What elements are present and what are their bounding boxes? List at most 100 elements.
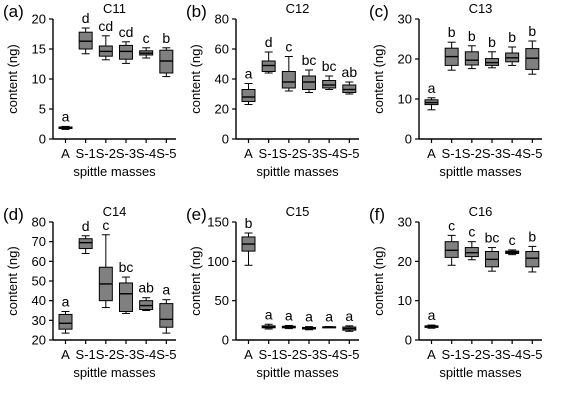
significance-letter: c — [509, 232, 516, 248]
x-tick-label: S-3 — [116, 146, 136, 161]
x-tick-label: S-2 — [96, 347, 116, 362]
significance-letter: a — [162, 282, 170, 298]
y-tick-label: 10 — [398, 293, 412, 308]
x-tick-label: S-4 — [319, 347, 339, 362]
panel-title: C12 — [286, 1, 310, 16]
significance-letter: b — [508, 29, 516, 45]
x-axis-title: spittle masses — [73, 164, 156, 179]
significance-letter: c — [143, 30, 150, 46]
y-axis-title: content (ng) — [371, 246, 386, 315]
panel-title: C15 — [286, 204, 310, 219]
x-tick-label: S-4 — [502, 347, 522, 362]
x-axis-title: spittle masses — [256, 365, 339, 380]
y-tick-label: 30 — [398, 215, 412, 230]
box — [159, 303, 174, 328]
y-axis-title: content (ng) — [5, 246, 20, 315]
y-tick-label: 20 — [398, 52, 412, 67]
box — [78, 238, 93, 250]
significance-letter: c — [448, 217, 455, 233]
x-tick-label: S-4 — [319, 146, 339, 161]
x-tick-label: S-1 — [76, 347, 96, 362]
significance-letter: a — [265, 306, 273, 322]
panel-label: (c) — [369, 2, 389, 21]
significance-letter: b — [468, 28, 476, 44]
x-tick-label: S-1 — [259, 347, 279, 362]
y-tick-label: 60 — [32, 254, 46, 269]
y-tick-label: 40 — [32, 293, 46, 308]
significance-letter: a — [62, 293, 70, 309]
significance-letter: a — [245, 66, 253, 82]
y-tick-label: 100 — [207, 254, 229, 269]
y-tick-label: 20 — [32, 333, 46, 348]
significance-letter: a — [285, 307, 293, 323]
x-tick-label: A — [244, 146, 253, 161]
box — [525, 48, 540, 70]
y-axis-title: content (ng) — [188, 246, 203, 315]
y-tick-label: 0 — [222, 132, 229, 147]
x-tick-label: S-2 — [96, 146, 116, 161]
significance-letter: b — [528, 23, 536, 39]
x-tick-label: S-1 — [442, 146, 462, 161]
box — [525, 251, 540, 268]
x-axis-title: spittle masses — [73, 365, 156, 380]
significance-letter: ab — [138, 280, 154, 296]
y-tick-label: 50 — [32, 274, 46, 289]
significance-letter: d — [82, 218, 90, 234]
x-tick-label: S-2 — [279, 146, 299, 161]
x-tick-label: S-3 — [482, 146, 502, 161]
x-tick-label: S-3 — [482, 347, 502, 362]
significance-letter: b — [245, 215, 253, 231]
x-tick-label: S-2 — [462, 146, 482, 161]
x-tick-label: S-1 — [76, 146, 96, 161]
box — [118, 282, 133, 312]
significance-letter: c — [102, 217, 109, 233]
x-axis-title: spittle masses — [256, 164, 339, 179]
box — [322, 80, 337, 89]
panel-label: (d) — [3, 205, 24, 224]
significance-letter: b — [528, 228, 536, 244]
x-tick-label: S-5 — [522, 347, 542, 362]
box — [58, 313, 73, 330]
panel-title: C13 — [469, 1, 493, 16]
significance-letter: cd — [119, 24, 134, 40]
y-axis-title: content (ng) — [5, 44, 20, 113]
y-tick-label: 150 — [207, 215, 229, 230]
significance-letter: b — [488, 34, 496, 50]
x-tick-label: S-1 — [259, 146, 279, 161]
x-tick-label: A — [427, 347, 436, 362]
significance-letter: b — [162, 30, 170, 46]
panel-title: C11 — [103, 1, 126, 16]
panel-label: (f) — [369, 205, 385, 224]
y-tick-label: 70 — [32, 234, 46, 249]
panel-label: (e) — [186, 205, 207, 224]
box — [281, 71, 296, 89]
significance-letter: a — [428, 80, 436, 96]
panel-c15: 0 50 100 150 content (ng) (e) C15 b Aa S-1 a S-2 a S-… — [186, 204, 359, 380]
panel-c14: 20 30 40 50 60 70 80 content (ng) (d) C14 a Ad S-1 c S… — [3, 204, 176, 380]
significance-letter: bc — [322, 58, 337, 74]
x-tick-label: S-4 — [136, 146, 156, 161]
panel-label: (b) — [186, 2, 207, 21]
x-tick-label: S-3 — [299, 146, 319, 161]
x-tick-label: S-3 — [299, 347, 319, 362]
y-tick-label: 0 — [222, 333, 229, 348]
y-tick-label: 15 — [32, 42, 46, 57]
x-tick-label: S-2 — [462, 347, 482, 362]
significance-letter: a — [428, 307, 436, 323]
significance-letter: a — [305, 309, 313, 325]
panel-c12: 0 20 40 60 80 content (ng) (b) C12 a Ad S-1 c S-2 bc S… — [186, 1, 359, 179]
x-axis-title: spittle masses — [439, 164, 522, 179]
x-tick-label: S-1 — [442, 347, 462, 362]
significance-letter: a — [325, 309, 333, 325]
significance-letter: c — [468, 224, 475, 240]
y-tick-label: 30 — [398, 12, 412, 27]
y-tick-label: 10 — [398, 92, 412, 107]
panel-label: (a) — [3, 2, 24, 21]
significance-letter: bc — [485, 230, 500, 246]
box — [261, 60, 276, 72]
box — [342, 84, 357, 93]
x-tick-label: A — [61, 146, 70, 161]
significance-letter: cd — [98, 18, 113, 34]
y-tick-label: 20 — [32, 12, 46, 27]
